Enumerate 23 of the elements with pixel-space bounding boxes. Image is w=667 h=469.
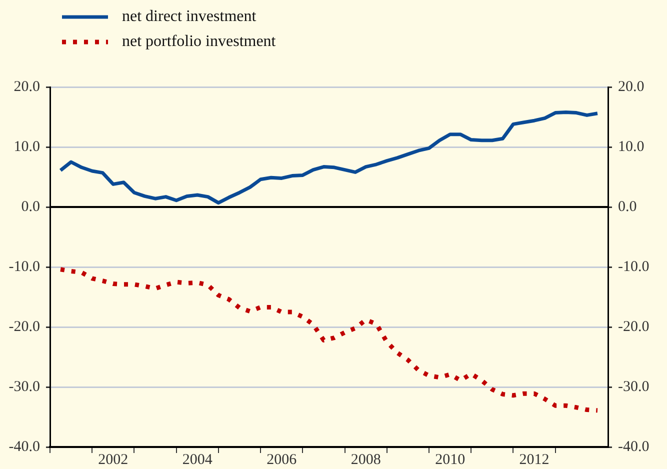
- line-series: [58, 267, 600, 413]
- y2-tick-label: -40.0: [618, 438, 650, 455]
- x-tick-label: 2008: [350, 452, 381, 468]
- x-tick-label: 2010: [435, 452, 466, 468]
- y2-tick-label: 20.0: [618, 78, 644, 95]
- y2-tick-label: -30.0: [618, 378, 650, 395]
- y2-tick-label: 0.0: [618, 198, 637, 215]
- legend-label: net portfolio investment: [122, 33, 276, 50]
- y2-tick-label: -10.0: [618, 258, 650, 275]
- x-tick-label: 2002: [98, 452, 128, 468]
- x-tick-label: 2012: [519, 452, 550, 468]
- y-tick-label: -40.0: [8, 438, 40, 455]
- x-tick-label: 2004: [182, 452, 213, 468]
- legend-label: net direct investment: [122, 8, 257, 26]
- y-tick-label: 10.0: [14, 138, 40, 155]
- y-tick-label: 20.0: [14, 78, 40, 95]
- y2-tick-label: 10.0: [618, 138, 644, 155]
- y-tick-label: -30.0: [8, 378, 40, 395]
- y2-tick-label: -20.0: [618, 318, 650, 335]
- y-tick-label: 0.0: [21, 198, 40, 215]
- y-tick-label: -10.0: [8, 258, 40, 275]
- x-tick-label: 2006: [266, 452, 298, 468]
- y-tick-label: -20.0: [8, 318, 40, 335]
